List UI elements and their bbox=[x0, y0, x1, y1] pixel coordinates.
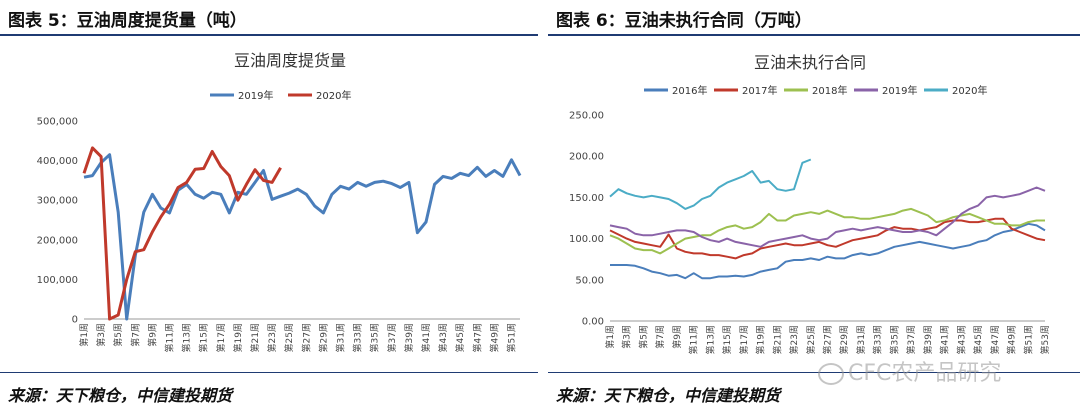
right-series-line-4 bbox=[609, 158, 812, 210]
right-xtick-7: 第15周 bbox=[721, 325, 733, 354]
left-figure-panel: 图表 5：豆油周度提货量（吨） 豆油周度提货量 2019年 2020年 0 100,00… bbox=[0, 0, 538, 416]
left-xtick-16: 第33周 bbox=[352, 323, 364, 352]
right-chart: 豆油未执行合同 2016年 2017年 2018年 2019年 2020年 0.00 50.0… bbox=[569, 53, 1051, 354]
left-xtick-4: 第9周 bbox=[146, 323, 158, 347]
left-chart: 豆油周度提货量 2019年 2020年 0 100,000 200,000 300,000 4… bbox=[37, 51, 522, 352]
left-xtick-13: 第27周 bbox=[300, 323, 312, 352]
right-xtick-18: 第37周 bbox=[905, 325, 917, 354]
left-xtick-3: 第7周 bbox=[129, 323, 141, 347]
left-xtick-12: 第25周 bbox=[283, 323, 295, 352]
right-series-line-0 bbox=[610, 222, 1046, 280]
right-xtick-4: 第9周 bbox=[671, 325, 683, 349]
right-xtick-20: 第41周 bbox=[939, 325, 951, 354]
right-series-line-2 bbox=[609, 207, 1045, 255]
right-ytick-5: 250.00 bbox=[569, 111, 604, 122]
left-ytick-5: 500,000 bbox=[37, 117, 78, 128]
left-xtick-11: 第23周 bbox=[266, 323, 278, 352]
left-ytick-2: 200,000 bbox=[37, 235, 78, 246]
left-source-note: 来源：天下粮仓，中信建投期货 bbox=[8, 386, 233, 405]
right-ytick-2: 100.00 bbox=[569, 234, 604, 245]
right-ytick-0: 0.00 bbox=[582, 317, 604, 328]
left-xtick-14: 第29周 bbox=[317, 323, 329, 352]
left-xtick-7: 第15周 bbox=[198, 323, 210, 352]
right-xtick-13: 第27周 bbox=[822, 325, 834, 354]
right-xtick-0: 第1周 bbox=[604, 325, 616, 349]
left-xtick-5: 第11周 bbox=[163, 323, 175, 352]
right-xtick-5: 第11周 bbox=[688, 325, 700, 354]
right-ytick-4: 200.00 bbox=[569, 152, 604, 163]
left-xtick-2: 第5周 bbox=[112, 323, 124, 347]
right-xtick-2: 第5周 bbox=[637, 325, 649, 349]
left-xtick-21: 第43周 bbox=[437, 323, 449, 352]
left-figure-title: 图表 5：豆油周度提货量（吨） bbox=[8, 11, 247, 31]
right-ytick-3: 150.00 bbox=[569, 193, 604, 204]
right-top-rule bbox=[548, 34, 1080, 36]
right-legend-label-4: 2020年 bbox=[952, 84, 987, 97]
right-xtick-17: 第35周 bbox=[888, 325, 900, 354]
left-xtick-15: 第31周 bbox=[334, 323, 346, 352]
right-bottom-rule bbox=[548, 372, 1080, 373]
right-xtick-12: 第25周 bbox=[805, 325, 817, 354]
right-xtick-24: 第49周 bbox=[1006, 325, 1018, 354]
right-xtick-3: 第7周 bbox=[654, 325, 666, 349]
right-xtick-10: 第21周 bbox=[771, 325, 783, 354]
right-series-line-3 bbox=[609, 186, 1046, 248]
left-xtick-1: 第3周 bbox=[95, 323, 107, 347]
watermark-text: CFC农产品研究 bbox=[848, 361, 1002, 386]
left-xtick-17: 第35周 bbox=[369, 323, 381, 352]
left-xtick-10: 第21周 bbox=[249, 323, 261, 352]
right-legend-label-1: 2017年 bbox=[742, 84, 777, 97]
left-ytick-4: 400,000 bbox=[37, 156, 78, 167]
right-source-note: 来源：天下粮仓，中信建投期货 bbox=[556, 386, 781, 405]
left-xtick-0: 第1周 bbox=[78, 323, 90, 347]
right-ytick-1: 50.00 bbox=[575, 275, 604, 286]
right-xtick-16: 第33周 bbox=[872, 325, 884, 354]
right-xtick-21: 第43周 bbox=[955, 325, 967, 354]
right-xtick-23: 第47周 bbox=[989, 325, 1001, 354]
left-ytick-1: 100,000 bbox=[37, 275, 78, 286]
right-series-line-1 bbox=[609, 217, 1046, 260]
left-xtick-19: 第39周 bbox=[403, 323, 415, 352]
left-chart-title: 豆油周度提货量 bbox=[234, 51, 346, 70]
left-xtick-9: 第19周 bbox=[232, 323, 244, 352]
left-xtick-18: 第37周 bbox=[386, 323, 398, 352]
left-legend-label-1: 2020年 bbox=[316, 89, 351, 102]
left-bottom-rule bbox=[0, 372, 538, 373]
left-series-line-1 bbox=[82, 146, 282, 321]
left-xtick-23: 第47周 bbox=[471, 323, 483, 352]
left-xtick-25: 第51周 bbox=[505, 323, 517, 352]
right-xtick-19: 第39周 bbox=[922, 325, 934, 354]
left-legend-label-0: 2019年 bbox=[238, 89, 273, 102]
right-xtick-14: 第29周 bbox=[838, 325, 850, 354]
left-ytick-3: 300,000 bbox=[37, 196, 78, 207]
left-xtick-20: 第41周 bbox=[420, 323, 432, 352]
left-xtick-24: 第49周 bbox=[488, 323, 500, 352]
wechat-icon bbox=[818, 363, 844, 385]
right-legend-label-2: 2018年 bbox=[812, 84, 847, 97]
right-xtick-15: 第31周 bbox=[855, 325, 867, 354]
right-xtick-25: 第51周 bbox=[1022, 325, 1034, 354]
right-figure-title: 图表 6：豆油未执行合同（万吨） bbox=[556, 11, 812, 31]
right-xtick-8: 第17周 bbox=[738, 325, 750, 354]
left-ytick-0: 0 bbox=[72, 315, 78, 326]
watermark: CFC农产品研究 bbox=[818, 355, 1001, 387]
left-xtick-8: 第17周 bbox=[215, 323, 227, 352]
right-xtick-6: 第13周 bbox=[704, 325, 716, 354]
left-series-line-0 bbox=[83, 153, 522, 321]
right-xtick-26: 第53周 bbox=[1039, 325, 1051, 354]
right-xtick-1: 第3周 bbox=[621, 325, 633, 349]
right-legend-label-3: 2019年 bbox=[882, 84, 917, 97]
right-xtick-9: 第19周 bbox=[755, 325, 767, 354]
right-xtick-22: 第45周 bbox=[972, 325, 984, 354]
left-xtick-22: 第45周 bbox=[454, 323, 466, 352]
right-legend-label-0: 2016年 bbox=[672, 84, 707, 97]
left-xtick-6: 第13周 bbox=[181, 323, 193, 352]
left-top-rule bbox=[0, 34, 538, 36]
right-chart-title: 豆油未执行合同 bbox=[754, 53, 866, 72]
right-xtick-11: 第23周 bbox=[788, 325, 800, 354]
right-figure-panel: 图表 6：豆油未执行合同（万吨） 豆油未执行合同 2016年 2017年 2018年 2… bbox=[548, 0, 1080, 416]
